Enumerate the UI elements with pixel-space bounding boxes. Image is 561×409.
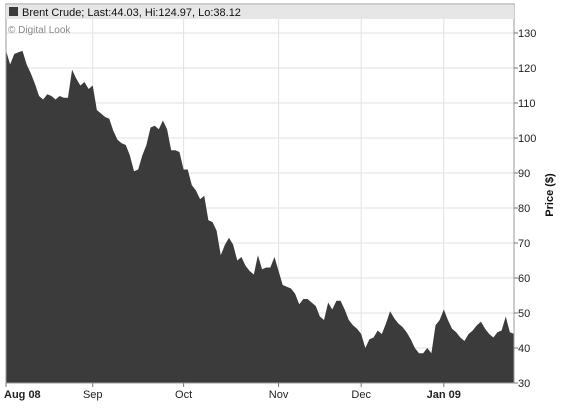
y-tick-label: 120 (518, 63, 536, 75)
legend: Brent Crude; Last:44.03, Hi:124.97, Lo:3… (6, 5, 514, 19)
y-tick-label: 60 (518, 273, 530, 285)
x-tick-label: Aug 08 (4, 389, 41, 401)
y-tick-label: 100 (518, 133, 536, 145)
y-tick-label: 30 (518, 378, 530, 390)
x-tick-label: Jan 09 (427, 389, 461, 401)
legend-background (6, 5, 514, 19)
x-tick-label: Dec (351, 389, 371, 401)
legend-label: Brent Crude; Last:44.03, Hi:124.97, Lo:3… (22, 7, 241, 19)
y-tick-label: 90 (518, 168, 530, 180)
series-area-brent-crude (6, 50, 514, 383)
y-tick-label: 70 (518, 238, 530, 250)
y-tick-label: 80 (518, 203, 530, 215)
y-axis-title: Price ($) (544, 173, 556, 217)
y-axis-ticks: 30 40 50 60 70 80 90 100 110 120 130 (514, 28, 536, 390)
x-tick-label: Nov (269, 389, 289, 401)
x-tick-label: Oct (175, 389, 192, 401)
y-tick-label: 110 (518, 98, 536, 110)
y-tick-label: 40 (518, 343, 530, 355)
x-axis-ticks: Aug 08 Sep Oct Nov Dec Jan 09 (4, 383, 461, 401)
plot-frame (5, 3, 515, 384)
credit-label: © Digital Look (8, 25, 71, 36)
y-tick-label: 50 (518, 308, 530, 320)
legend-swatch (9, 7, 18, 16)
y-tick-label: 130 (518, 28, 536, 40)
x-tick-label: Sep (83, 389, 103, 401)
